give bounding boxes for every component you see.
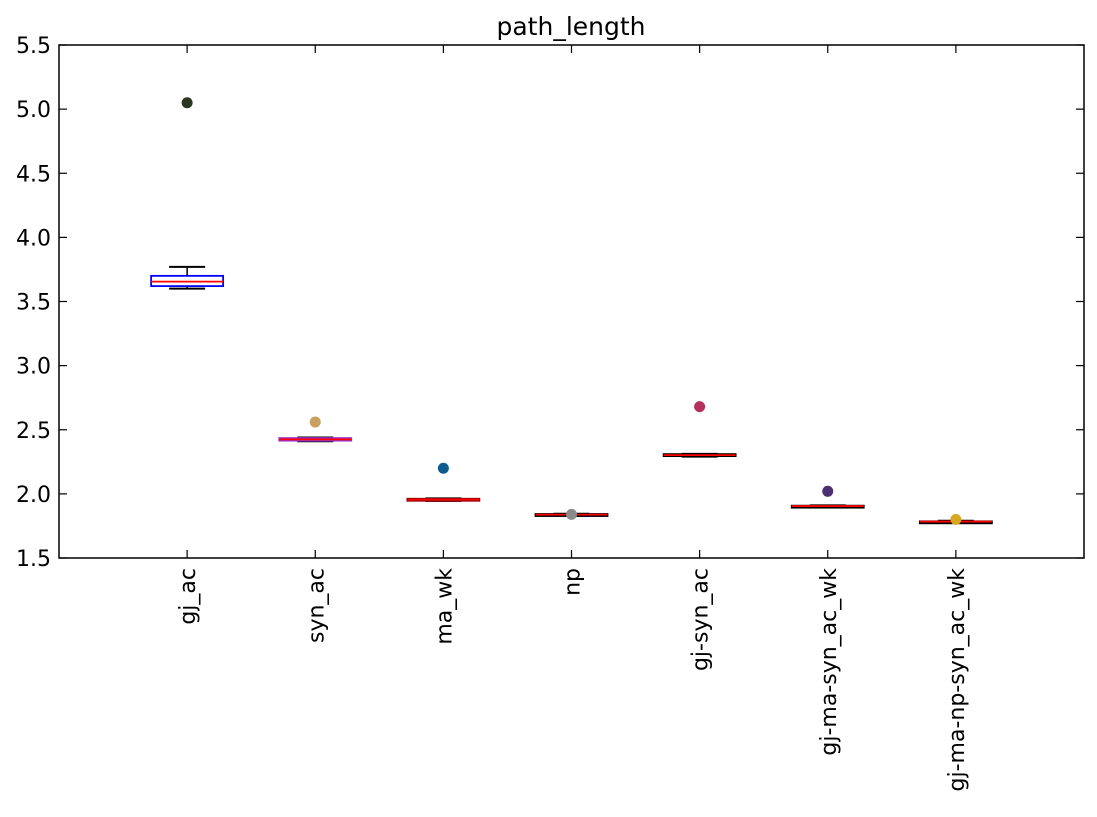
y-tick-label: 1.5 — [16, 547, 51, 572]
box-gj-ma-syn_ac_wk — [790, 504, 865, 509]
outlier-point — [309, 416, 321, 428]
box-ma_wk — [406, 497, 481, 502]
y-tick-label: 5.5 — [16, 34, 51, 59]
y-tick-label: 3.0 — [16, 355, 51, 380]
x-tick-label: gj-syn_ac — [689, 568, 714, 671]
x-tick-label: ma_wk — [432, 568, 457, 645]
outlier-point — [181, 97, 193, 109]
x-tick-label: gj-ma-syn_ac_wk — [817, 568, 842, 756]
x-tick-label: np — [561, 568, 586, 596]
outlier-point — [694, 401, 706, 413]
outlier-point — [437, 462, 449, 474]
chart-title: path_length — [496, 12, 645, 41]
box-syn_ac — [278, 436, 353, 443]
outlier-point — [950, 514, 962, 526]
axes: 1.5 2.0 2.5 3.0 3.5 4.0 4.5 5.0 5.5 gj_ac syn_ac ma… — [16, 34, 1084, 791]
outlier-point — [566, 508, 577, 520]
x-tick-label: gj_ac — [176, 568, 201, 625]
x-tick-label: gj-ma-np-syn_ac_wk — [945, 568, 970, 792]
y-tick-label: 3.5 — [16, 291, 51, 316]
x-tick-label: syn_ac — [304, 568, 329, 643]
box-gj_ac — [150, 265, 225, 290]
y-tick-label: 5.0 — [16, 98, 51, 123]
y-tick-label: 4.0 — [16, 226, 51, 251]
axes-frame — [58, 44, 1085, 559]
y-tick-label: 2.0 — [16, 483, 51, 508]
box-gj-syn_ac — [662, 452, 737, 458]
y-tick-label: 4.5 — [16, 162, 51, 187]
plot-area — [150, 97, 993, 526]
y-tick-label: 2.5 — [16, 419, 51, 444]
outlier-point — [822, 485, 834, 497]
